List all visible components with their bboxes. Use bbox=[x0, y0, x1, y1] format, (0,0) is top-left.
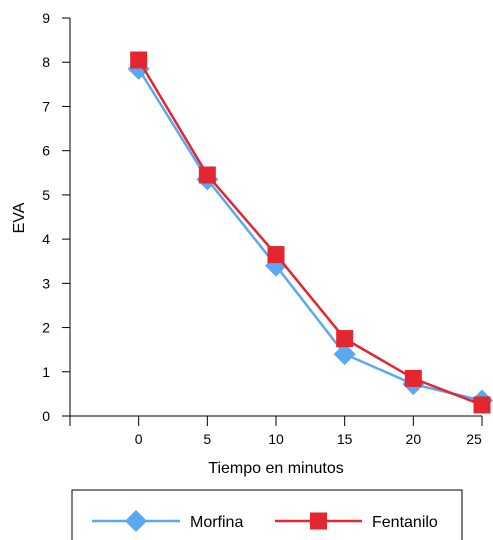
legend-item: Fentanilo bbox=[275, 512, 438, 531]
x-axis-title: Tiempo en minutos bbox=[208, 460, 343, 477]
y-tick-label: 8 bbox=[42, 54, 50, 70]
series-layer bbox=[127, 51, 493, 414]
x-tick-label: 25 bbox=[466, 431, 482, 447]
data-point bbox=[130, 51, 148, 69]
legend-label: Fentanilo bbox=[372, 514, 438, 531]
series-line bbox=[137, 59, 483, 407]
legend: Morfina Fentanilo bbox=[71, 489, 463, 540]
legend-marker bbox=[310, 512, 327, 530]
legend-items: Morfina Fentanilo bbox=[92, 510, 438, 532]
y-tick-label: 9 bbox=[42, 10, 50, 26]
y-tick-label: 0 bbox=[42, 408, 50, 424]
data-point bbox=[473, 396, 491, 414]
series-fentanilo bbox=[130, 51, 491, 414]
y-tick-label: 1 bbox=[42, 364, 50, 380]
y-axis: 0 1 2 3 4 5 6 7 8 9 bbox=[42, 10, 71, 424]
x-tick-label: 0 bbox=[135, 431, 143, 447]
y-tick-label: 3 bbox=[42, 275, 50, 291]
y-tick-label: 7 bbox=[42, 98, 50, 114]
data-point bbox=[336, 330, 354, 348]
data-point bbox=[333, 343, 356, 366]
y-axis-title: EVA bbox=[11, 202, 28, 233]
data-point bbox=[198, 166, 216, 184]
y-tick-label: 6 bbox=[42, 143, 50, 159]
x-tick-label: 10 bbox=[268, 431, 284, 447]
legend-box bbox=[71, 489, 463, 540]
x-axis: 0 5 10 15 20 25 bbox=[69, 415, 483, 447]
x-tick-label: 5 bbox=[203, 431, 211, 447]
data-point bbox=[267, 246, 285, 264]
legend-item: Morfina bbox=[92, 510, 243, 532]
y-tick-label: 5 bbox=[42, 187, 50, 203]
y-tick-label: 2 bbox=[42, 320, 50, 336]
series-line bbox=[137, 68, 483, 402]
x-tick-label: 20 bbox=[406, 431, 422, 447]
data-point bbox=[404, 369, 422, 387]
x-ticks: 0 5 10 15 20 25 bbox=[69, 416, 483, 447]
y-tick-label: 4 bbox=[42, 231, 50, 247]
legend-marker bbox=[125, 510, 147, 532]
x-tick-label: 15 bbox=[337, 431, 353, 447]
y-ticks: 0 1 2 3 4 5 6 7 8 9 bbox=[42, 10, 70, 424]
legend-label: Morfina bbox=[190, 514, 243, 531]
series-morfina bbox=[127, 57, 493, 412]
